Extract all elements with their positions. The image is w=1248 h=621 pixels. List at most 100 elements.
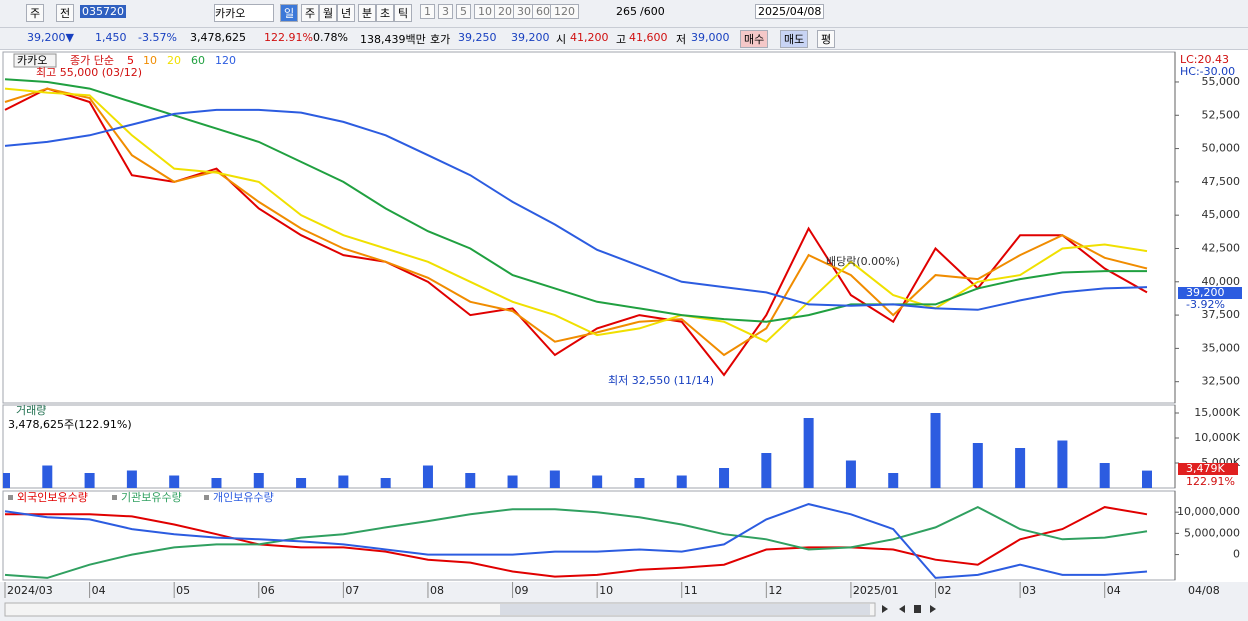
button[interactable]: 평 <box>817 30 836 48</box>
volume-bar <box>972 443 983 488</box>
label: 저 <box>676 33 687 46</box>
plot <box>3 413 1152 488</box>
volume-bar <box>169 475 180 488</box>
date-input[interactable]: 2025/04/08 <box>755 4 825 19</box>
price: 39,200▼ <box>27 31 74 44</box>
amount: 138,439백만 <box>360 33 426 46</box>
volume-bar <box>211 478 222 488</box>
x-tick-label: 02 <box>938 584 952 597</box>
volume-bar <box>296 478 307 488</box>
y-tick-label: 0 <box>1233 548 1240 561</box>
volume-bar <box>338 475 349 488</box>
scroll-buttons[interactable] <box>882 605 936 613</box>
x-tick-label: 2024/03 <box>7 584 53 597</box>
button[interactable]: 60 <box>532 4 554 19</box>
button[interactable]: 월 <box>319 4 338 22</box>
y-tick-label: 52,500 <box>1202 108 1241 121</box>
label: 고 <box>616 33 627 46</box>
button[interactable]: 분 <box>358 4 377 22</box>
volume-bar <box>549 470 560 488</box>
scroll-thumb[interactable] <box>500 604 870 615</box>
count: 265 <box>616 5 637 18</box>
turnover: 0.78% <box>313 31 348 44</box>
volume-rate: 122.91% <box>264 31 313 44</box>
volume-bar <box>634 478 645 488</box>
last-volume-label: 3,479K <box>1186 462 1225 475</box>
legend-marker <box>112 495 117 500</box>
sell-button[interactable]: 매도 <box>780 30 809 48</box>
series-line <box>4 87 1148 343</box>
scroll-button[interactable] <box>930 605 936 613</box>
button[interactable]: 초 <box>376 4 395 22</box>
change-rate: -3.57% <box>138 31 177 44</box>
volume-bar <box>380 478 391 488</box>
last-volume-rate: 122.91% <box>1186 475 1235 488</box>
button[interactable]: 3 <box>438 4 453 19</box>
x-tick-label: 08 <box>430 584 444 597</box>
panel <box>2 51 1176 404</box>
high: 41,600 <box>629 31 668 44</box>
right-label: HC:-30.00 <box>1180 65 1235 78</box>
scroll-button[interactable] <box>899 605 905 613</box>
x-tick-label: 07 <box>345 584 359 597</box>
button[interactable]: 일 <box>280 4 299 22</box>
last-volume-box <box>1178 463 1238 475</box>
change: 1,450 <box>95 31 127 44</box>
legend-entry: 외국인보유수량 <box>17 491 88 504</box>
legend-entry: 60 <box>191 54 205 67</box>
volume-bar <box>253 473 264 488</box>
volume-bar <box>930 413 941 488</box>
button[interactable]: 10 <box>474 4 496 19</box>
volume-bar <box>465 473 476 488</box>
button[interactable]: 1 <box>420 4 435 19</box>
title-box <box>13 53 57 68</box>
y-tick-label: 10,000,000 <box>1177 505 1240 518</box>
x-end-label: 04/08 <box>1188 584 1220 597</box>
button[interactable]: 주 <box>26 4 45 22</box>
y-tick-label: 45,000 <box>1202 208 1241 221</box>
volume: 3,478,625 <box>190 31 246 44</box>
series-line <box>4 87 1148 377</box>
y-tick-label: 37,500 <box>1202 308 1241 321</box>
button[interactable]: 틱 <box>394 4 413 22</box>
legend-entry: 개인보유수량 <box>213 491 274 504</box>
panel-subtitle: 3,478,625주(122.91%) <box>8 418 132 431</box>
label: 시 <box>556 33 567 46</box>
y-tick-label: 35,000 <box>1202 341 1241 354</box>
volume-bar <box>888 473 899 488</box>
y-tick-label: 50,000 <box>1202 142 1241 155</box>
series-line <box>5 506 1148 578</box>
button[interactable]: 주 <box>301 4 320 22</box>
button[interactable]: 30 <box>513 4 535 19</box>
legend-entry: 10 <box>143 54 157 67</box>
name-input[interactable]: 카카오 <box>214 4 274 22</box>
annotation: 최저 32,550 (11/14) <box>608 374 714 387</box>
volume-bar <box>126 470 137 488</box>
volume-bar <box>1099 463 1110 488</box>
x-tick-label: 05 <box>176 584 190 597</box>
y-tick-label: 5,000,000 <box>1184 526 1240 539</box>
x-tick-label: 06 <box>261 584 275 597</box>
y-tick-label: 40,000 <box>1202 275 1241 288</box>
volume-bar <box>676 475 687 488</box>
scroll-button[interactable] <box>882 605 888 613</box>
button[interactable]: 년 <box>337 4 356 22</box>
buy-button[interactable]: 매수 <box>740 30 769 48</box>
right-label: LC:20.43 <box>1180 53 1229 66</box>
stop-button[interactable] <box>914 605 921 613</box>
button[interactable]: 5 <box>456 4 471 19</box>
volume-bar <box>719 468 730 488</box>
button[interactable]: 120 <box>550 4 579 19</box>
ask: 39,250 <box>458 31 497 44</box>
button[interactable]: 전 <box>56 4 75 22</box>
legend-entry: 120 <box>215 54 236 67</box>
volume-bar <box>1015 448 1026 488</box>
code-input[interactable]: 035720 <box>80 5 126 18</box>
legend-entry: 기관보유수량 <box>121 491 182 504</box>
legend-marker <box>204 495 209 500</box>
x-tick-label: 09 <box>515 584 529 597</box>
panel-title: 거래량 <box>16 404 46 417</box>
series-line <box>4 503 1148 579</box>
plot <box>4 78 1148 377</box>
